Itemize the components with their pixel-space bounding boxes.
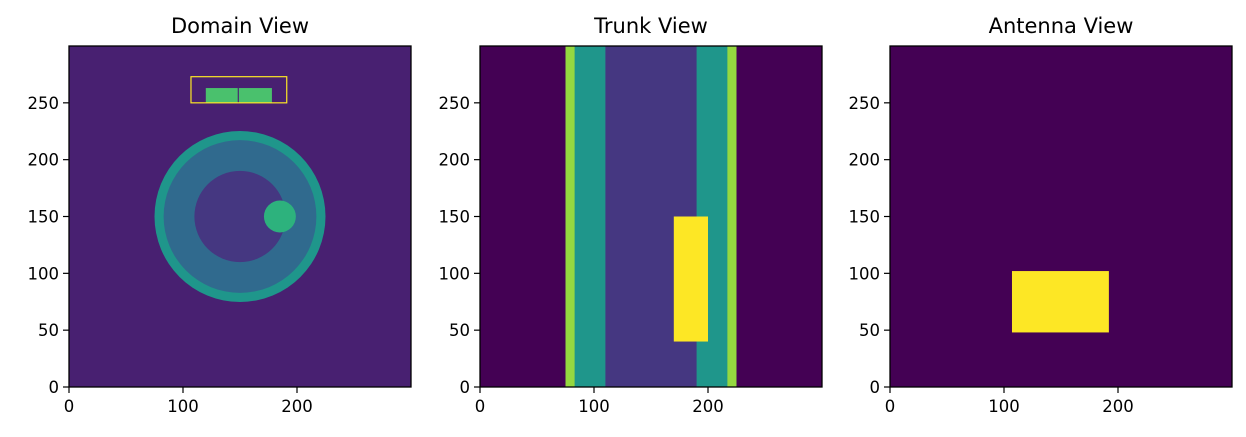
x-tick-label: 0 <box>64 397 75 416</box>
y-tick-label: 0 <box>870 378 881 397</box>
y-tick-label: 50 <box>449 321 470 340</box>
heatmap-region-rect <box>238 88 272 103</box>
plot-area <box>480 46 822 387</box>
y-tick-label: 0 <box>49 378 60 397</box>
chart-title: Trunk View <box>593 14 708 38</box>
chart-title: Antenna View <box>989 14 1134 38</box>
y-tick-label: 250 <box>439 94 471 113</box>
y-tick-label: 50 <box>38 321 59 340</box>
heatmap-region-rect <box>205 88 238 103</box>
y-tick-label: 100 <box>849 264 881 283</box>
chart-title: Domain View <box>171 14 309 38</box>
x-tick-label: 100 <box>988 397 1020 416</box>
panel-3: Antenna View 0 100 200 0 50 100 150 200 250 <box>849 14 1233 416</box>
heatmap-region-rect <box>1011 271 1109 333</box>
y-tick-label: 100 <box>28 264 60 283</box>
heatmap-region-circle <box>194 170 286 263</box>
panel-1: Domain View 0 100 200 0 50 100 150 200 250 <box>28 14 412 416</box>
region-outline <box>190 76 288 104</box>
y-tick-label: 250 <box>849 94 881 113</box>
y-tick-label: 150 <box>439 208 471 227</box>
y-tick-label: 0 <box>460 378 471 397</box>
heatmap-background <box>890 46 1232 387</box>
heatmap-region-circle <box>263 200 296 233</box>
x-tick-label: 0 <box>475 397 486 416</box>
x-tick-label: 0 <box>885 397 896 416</box>
x-tick-label: 100 <box>167 397 199 416</box>
y-tick-label: 100 <box>439 264 471 283</box>
y-tick-label: 150 <box>849 208 881 227</box>
x-tick-label: 200 <box>1102 397 1134 416</box>
y-tick-label: 150 <box>28 208 60 227</box>
y-tick-label: 50 <box>859 321 880 340</box>
plot-area <box>890 46 1232 387</box>
plot-area <box>69 46 411 387</box>
y-tick-label: 200 <box>849 151 881 170</box>
panel-2: Trunk View 0 100 200 0 50 100 150 200 250 <box>439 14 823 416</box>
x-tick-label: 200 <box>692 397 724 416</box>
y-tick-label: 200 <box>439 151 471 170</box>
y-tick-label: 200 <box>28 151 60 170</box>
heatmap-region-rect <box>673 216 708 342</box>
x-tick-label: 200 <box>281 397 313 416</box>
x-tick-label: 100 <box>578 397 610 416</box>
y-tick-label: 250 <box>28 94 60 113</box>
